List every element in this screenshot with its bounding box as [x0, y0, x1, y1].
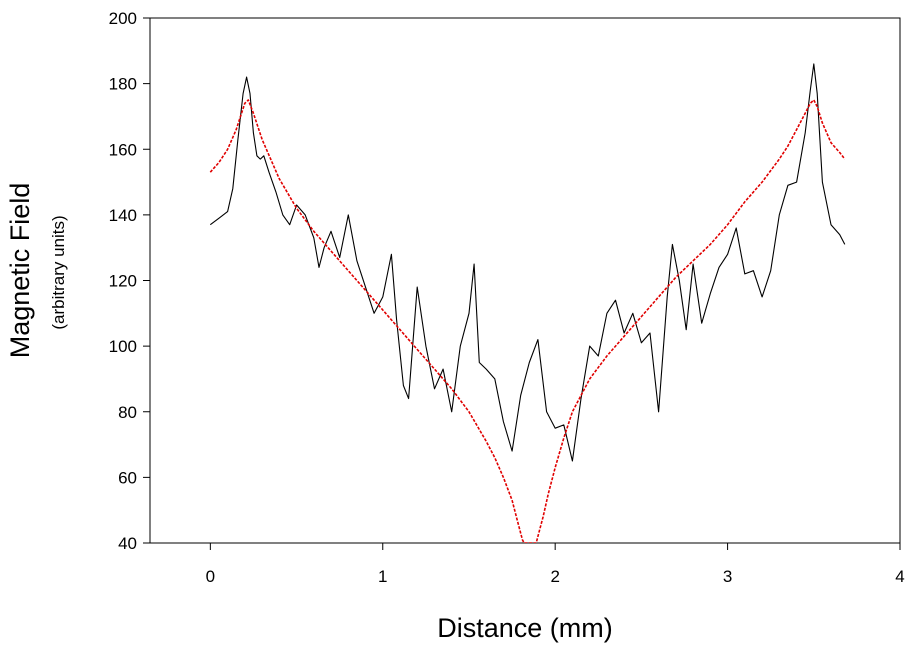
y-axis-subtitle: (arbitrary units)	[49, 215, 68, 329]
y-tick-label: 140	[109, 206, 137, 225]
y-tick-label: 60	[118, 468, 137, 487]
measured-data-line	[209, 63, 846, 462]
y-axis-title: Magnetic Field	[5, 183, 35, 359]
x-tick-label: 1	[378, 567, 387, 586]
y-tick-label: 80	[118, 403, 137, 422]
x-axis-title: Distance (mm)	[437, 613, 613, 643]
fit-curve-line	[209, 99, 846, 543]
series-layer	[209, 63, 846, 543]
y-tick-label: 200	[109, 9, 137, 28]
y-tick-label: 100	[109, 337, 137, 356]
x-tick-label: 0	[206, 567, 215, 586]
axis-ticks: 0 1 2 3 4 40 60 80 100 120 140 160 180 200	[109, 9, 905, 586]
x-tick-label: 3	[723, 567, 732, 586]
plot-area-frame	[149, 17, 901, 544]
y-tick-label: 160	[109, 140, 137, 159]
y-tick-label: 120	[109, 272, 137, 291]
y-tick-label: 40	[118, 534, 137, 553]
x-tick-label: 2	[550, 567, 559, 586]
x-tick-label: 4	[895, 567, 904, 586]
y-tick-label: 180	[109, 75, 137, 94]
